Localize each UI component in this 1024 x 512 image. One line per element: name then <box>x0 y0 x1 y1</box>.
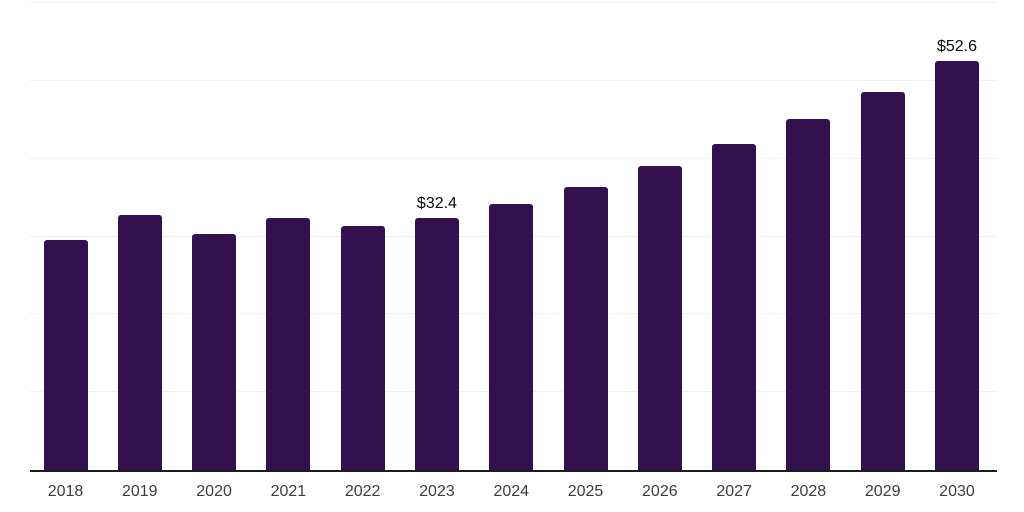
x-tick-label-2018: 2018 <box>47 483 84 500</box>
gridline-50 <box>30 79 997 81</box>
bar-2025 <box>563 186 608 470</box>
bar-2027 <box>712 143 757 470</box>
data-label-2023: $32.4 <box>416 194 457 212</box>
gridline-40 <box>30 157 997 159</box>
chart-plot-area: $32.4 $52.6 <box>30 2 997 472</box>
bar-2018 <box>43 240 88 470</box>
bar-2020 <box>192 234 237 470</box>
bar-2023 <box>414 217 459 470</box>
bar-2029 <box>860 91 905 470</box>
x-tick-label-2022: 2022 <box>344 483 381 500</box>
x-tick-label-2027: 2027 <box>716 483 752 500</box>
bar-2022 <box>340 226 385 470</box>
bar-2024 <box>489 203 534 470</box>
bar-2030 <box>934 60 979 470</box>
bar-2028 <box>786 118 831 470</box>
data-label-2030: $52.6 <box>936 37 977 55</box>
gridline-60 <box>30 2 997 3</box>
x-tick-label-2028: 2028 <box>790 483 827 500</box>
x-tick-label-2030: 2030 <box>939 483 975 500</box>
bar-2019 <box>117 214 162 470</box>
x-axis: 2018 2019 2020 2021 2022 2023 2024 2025 2026 2027… <box>30 472 997 510</box>
x-tick-label-2024: 2024 <box>493 483 530 500</box>
x-tick-label-2025: 2025 <box>567 483 604 500</box>
x-tick-label-2023: 2023 <box>419 483 455 500</box>
bar-2021 <box>266 217 311 470</box>
x-tick-label-2029: 2029 <box>864 483 901 500</box>
x-tick-label-2019: 2019 <box>121 483 158 500</box>
bar-2026 <box>637 166 682 470</box>
x-tick-label-2026: 2026 <box>642 483 678 500</box>
x-tick-label-2021: 2021 <box>270 483 307 500</box>
x-tick-label-2020: 2020 <box>196 483 232 500</box>
